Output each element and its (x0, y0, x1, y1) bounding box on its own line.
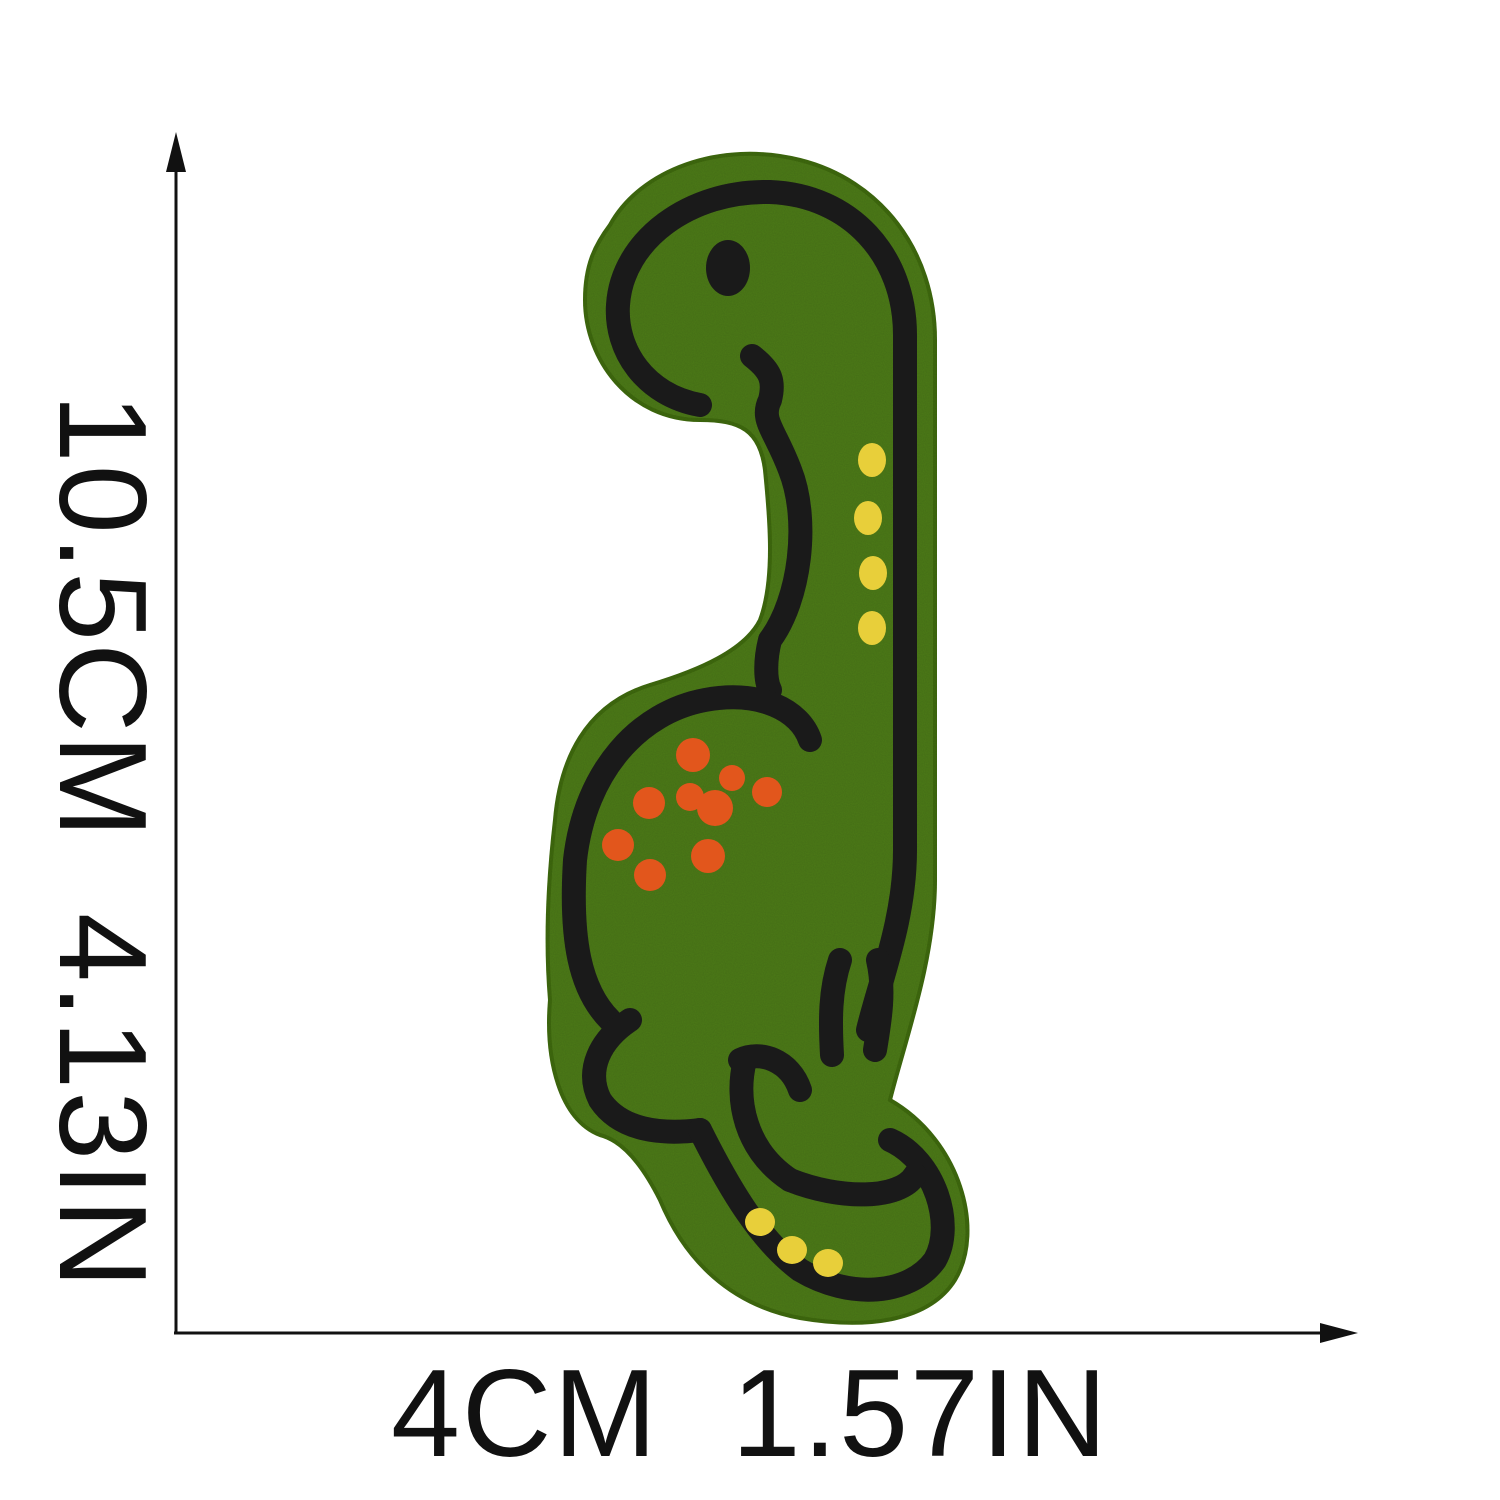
horizontal-arrowhead-icon (1320, 1323, 1358, 1343)
tail-yellow-spots (745, 1208, 843, 1277)
height-dimension-label: 10.5CM 4.13IN (33, 393, 171, 1291)
body-orange-spots (602, 738, 782, 891)
dimension-arrows (166, 132, 1358, 1343)
patch-outline (561, 179, 955, 1302)
dinosaur-eye (706, 240, 750, 296)
neck-yellow-spots (854, 443, 887, 645)
dinosaur-patch-icon (545, 151, 970, 1325)
vertical-arrowhead-icon (166, 132, 186, 172)
width-dimension-label: 4CM 1.57IN (390, 1345, 1110, 1483)
